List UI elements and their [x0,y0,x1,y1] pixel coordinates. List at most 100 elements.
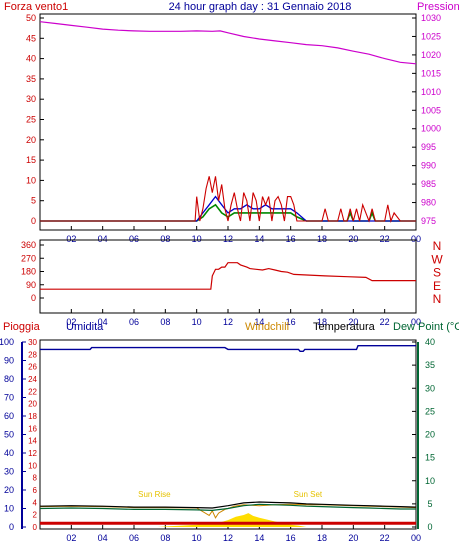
humidity-legend: Umidita [66,321,104,333]
rain-y-tick-label: 8 [33,474,38,483]
wind-x-tick-label: 22 [380,234,390,244]
humidity-temp-panel: 0102030405060708090100024681012141618202… [0,337,435,543]
wind-y-tick-label: 45 [26,33,36,43]
dir-x-tick-label: 04 [98,317,108,327]
temp-x-tick-label: 02 [66,533,76,543]
rain-y-tick-label: 4 [33,498,38,507]
dir-x-tick-label: 16 [286,317,296,327]
rain-y-tick-label: 10 [28,461,37,470]
rain-legend: Pioggia [3,321,41,333]
rain-y-tick-label: 22 [28,387,37,396]
dir-y-tick-label: 180 [21,267,36,277]
wind-y-tick-label: 50 [26,13,36,23]
wind-x-tick-label: 06 [129,234,139,244]
pressure-y-tick-label: 1005 [421,105,441,115]
dir-x-tick-label: 06 [129,317,139,327]
pressure-line [39,21,417,65]
temp-x-tick-label: 12 [223,533,233,543]
rain-y-tick-label: 26 [28,363,37,372]
rain-y-tick-label: 6 [33,486,38,495]
humidity-y-tick-label: 80 [4,374,14,384]
pressure-y-tick-label: 1015 [421,68,441,78]
dir-x-tick-label: 18 [317,317,327,327]
pressure-y-tick-label: 975 [421,216,436,226]
wind-x-tick-label: 16 [286,234,296,244]
dir-x-tick-label: 12 [223,317,233,327]
wind-axis-title: Forza vento1 [4,1,68,13]
temp-x-tick-label: 00 [411,533,421,543]
wind-x-tick-label: 10 [192,234,202,244]
pressure-y-tick-label: 980 [421,198,436,208]
temp-y-tick-label: 0 [427,522,432,532]
rain-y-tick-label: 0 [33,523,38,532]
temp-x-tick-label: 14 [254,533,264,543]
wind-x-tick-label: 18 [317,234,327,244]
humidity-y-tick-label: 0 [9,522,14,532]
dewpoint-legend: Dew Point (°C [393,321,459,333]
temp-x-tick-label: 22 [380,533,390,543]
humidity-y-tick-label: 70 [4,393,14,403]
sun-annotation: Sun Set [294,490,323,499]
sun-annotation: Sun Rise [138,490,171,499]
temp-x-tick-label: 08 [160,533,170,543]
wind-y-tick-label: 15 [26,155,36,165]
header: Forza vento1 24 hour graph day : 31 Genn… [4,1,459,13]
humidity-y-tick-label: 60 [4,411,14,421]
wind-pressure-panel: 0510152025303540455097598098599099510001… [26,13,441,244]
pressure-y-tick-label: 1025 [421,31,441,41]
humidity-temp-legend: Pioggia Umidita Windchill Temperatura De… [3,321,459,333]
dir-x-tick-label: 02 [66,317,76,327]
rain-y-tick-label: 20 [28,400,37,409]
wind-direction-frame [39,239,417,314]
humidity-y-tick-label: 90 [4,356,14,366]
temp-x-tick-label: 18 [317,533,327,543]
temp-y-tick-label: 25 [425,406,435,416]
temp-x-tick-label: 10 [192,533,202,543]
wind-x-tick-label: 14 [254,234,264,244]
pressure-y-tick-label: 990 [421,161,436,171]
wind-x-tick-label: 20 [348,234,358,244]
dir-y-tick-label: 270 [21,253,36,263]
wind-x-tick-label: 04 [98,234,108,244]
dir-y-tick-label: 360 [21,240,36,250]
rain-y-tick-label: 2 [33,511,38,520]
wind-gust-line [40,176,416,223]
wind-x-tick-label: 02 [66,234,76,244]
rain-y-tick-label: 30 [28,338,37,347]
windchill-legend: Windchill [245,321,289,333]
temp-y-tick-label: 35 [425,360,435,370]
rain-y-tick-label: 28 [28,350,37,359]
compass-label: N [433,239,442,253]
pressure-y-tick-label: 1030 [421,13,441,23]
wind-y-tick-label: 40 [26,54,36,64]
humidity-line [40,345,416,352]
wind-x-tick-label: 08 [160,234,170,244]
pressure-y-tick-label: 1020 [421,50,441,60]
dir-x-tick-label: 00 [411,317,421,327]
wind-y-tick-label: 5 [31,196,36,206]
temp-y-tick-label: 30 [425,383,435,393]
wind-y-tick-label: 30 [26,94,36,104]
temperature-legend: Temperatura [313,321,376,333]
temp-x-tick-label: 16 [286,533,296,543]
wind-y-tick-label: 0 [31,216,36,226]
temp-y-tick-label: 40 [425,337,435,347]
wind-speed-line [40,195,416,222]
temp-y-tick-label: 5 [427,499,432,509]
wind-y-tick-label: 20 [26,135,36,145]
humidity-y-tick-label: 50 [4,430,14,440]
compass-label: S [433,266,441,280]
wind-y-tick-label: 25 [26,115,36,125]
humidity-y-tick-label: 10 [4,504,14,514]
temp-y-tick-label: 10 [425,476,435,486]
humidity-temp-frame [39,339,417,530]
temperature-line [39,501,417,509]
compass-label: W [431,252,443,266]
pressure-y-tick-label: 985 [421,179,436,189]
temp-x-tick-label: 20 [348,533,358,543]
wind-x-tick-label: 00 [411,234,421,244]
wind-x-tick-label: 12 [223,234,233,244]
wind-direction-line [40,262,416,290]
wind-y-tick-label: 35 [26,74,36,84]
